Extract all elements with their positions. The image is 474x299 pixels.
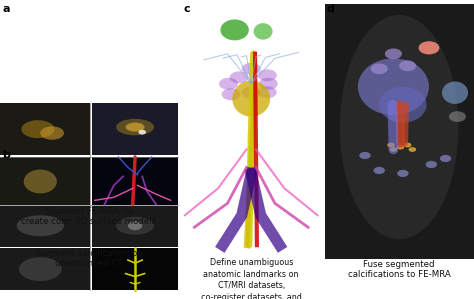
Circle shape (397, 145, 404, 150)
Circle shape (397, 170, 409, 177)
Text: b: b (2, 150, 10, 159)
Circle shape (128, 221, 142, 230)
Bar (0, 248, 90, 290)
Circle shape (426, 161, 437, 168)
Ellipse shape (258, 86, 277, 98)
Bar (92, 157, 178, 205)
Text: Segment FE-MRA  to
create color 3D surface models: Segment FE-MRA to create color 3D surfac… (21, 207, 156, 226)
Ellipse shape (116, 217, 154, 235)
Text: a: a (2, 4, 10, 14)
Text: Segment calcification on
unenhanced CT: Segment calcification on unenhanced CT (36, 249, 142, 268)
Circle shape (440, 155, 451, 162)
Ellipse shape (232, 81, 270, 117)
Circle shape (449, 111, 466, 122)
Ellipse shape (254, 23, 273, 40)
Ellipse shape (242, 63, 261, 75)
Ellipse shape (21, 120, 55, 138)
Ellipse shape (340, 15, 458, 239)
Bar (92, 103, 178, 155)
Ellipse shape (116, 119, 154, 135)
Ellipse shape (220, 19, 249, 40)
Text: Define unambiguous
anatomic landmarks on
CT/MRI datasets,
co-register datasets, : Define unambiguous anatomic landmarks on… (196, 258, 306, 299)
Ellipse shape (358, 58, 429, 115)
Ellipse shape (24, 170, 57, 193)
Circle shape (409, 147, 416, 152)
Bar (182, 4, 320, 257)
Circle shape (399, 60, 416, 71)
Ellipse shape (259, 78, 278, 90)
Circle shape (374, 167, 385, 174)
Ellipse shape (19, 257, 62, 281)
Text: c: c (184, 4, 191, 14)
Text: d: d (326, 4, 334, 14)
Ellipse shape (230, 71, 249, 83)
Ellipse shape (222, 88, 241, 100)
Circle shape (390, 147, 397, 152)
Ellipse shape (40, 126, 64, 140)
Bar (0, 157, 90, 205)
Ellipse shape (258, 69, 277, 81)
Circle shape (404, 143, 411, 147)
Circle shape (385, 48, 402, 59)
Ellipse shape (442, 82, 468, 104)
Bar (0, 206, 90, 247)
Circle shape (419, 41, 439, 54)
Text: Fuse segmented
calcifications to FE-MRA: Fuse segmented calcifications to FE-MRA (348, 260, 450, 279)
Bar (325, 4, 474, 259)
Circle shape (387, 143, 395, 147)
Circle shape (359, 152, 371, 159)
Ellipse shape (126, 123, 145, 132)
Ellipse shape (219, 78, 238, 90)
Ellipse shape (379, 87, 427, 123)
Circle shape (371, 63, 388, 74)
Bar (0, 103, 90, 155)
Circle shape (138, 130, 146, 135)
Ellipse shape (242, 87, 261, 99)
Bar (92, 206, 178, 247)
Ellipse shape (17, 215, 64, 236)
Bar (92, 248, 178, 290)
